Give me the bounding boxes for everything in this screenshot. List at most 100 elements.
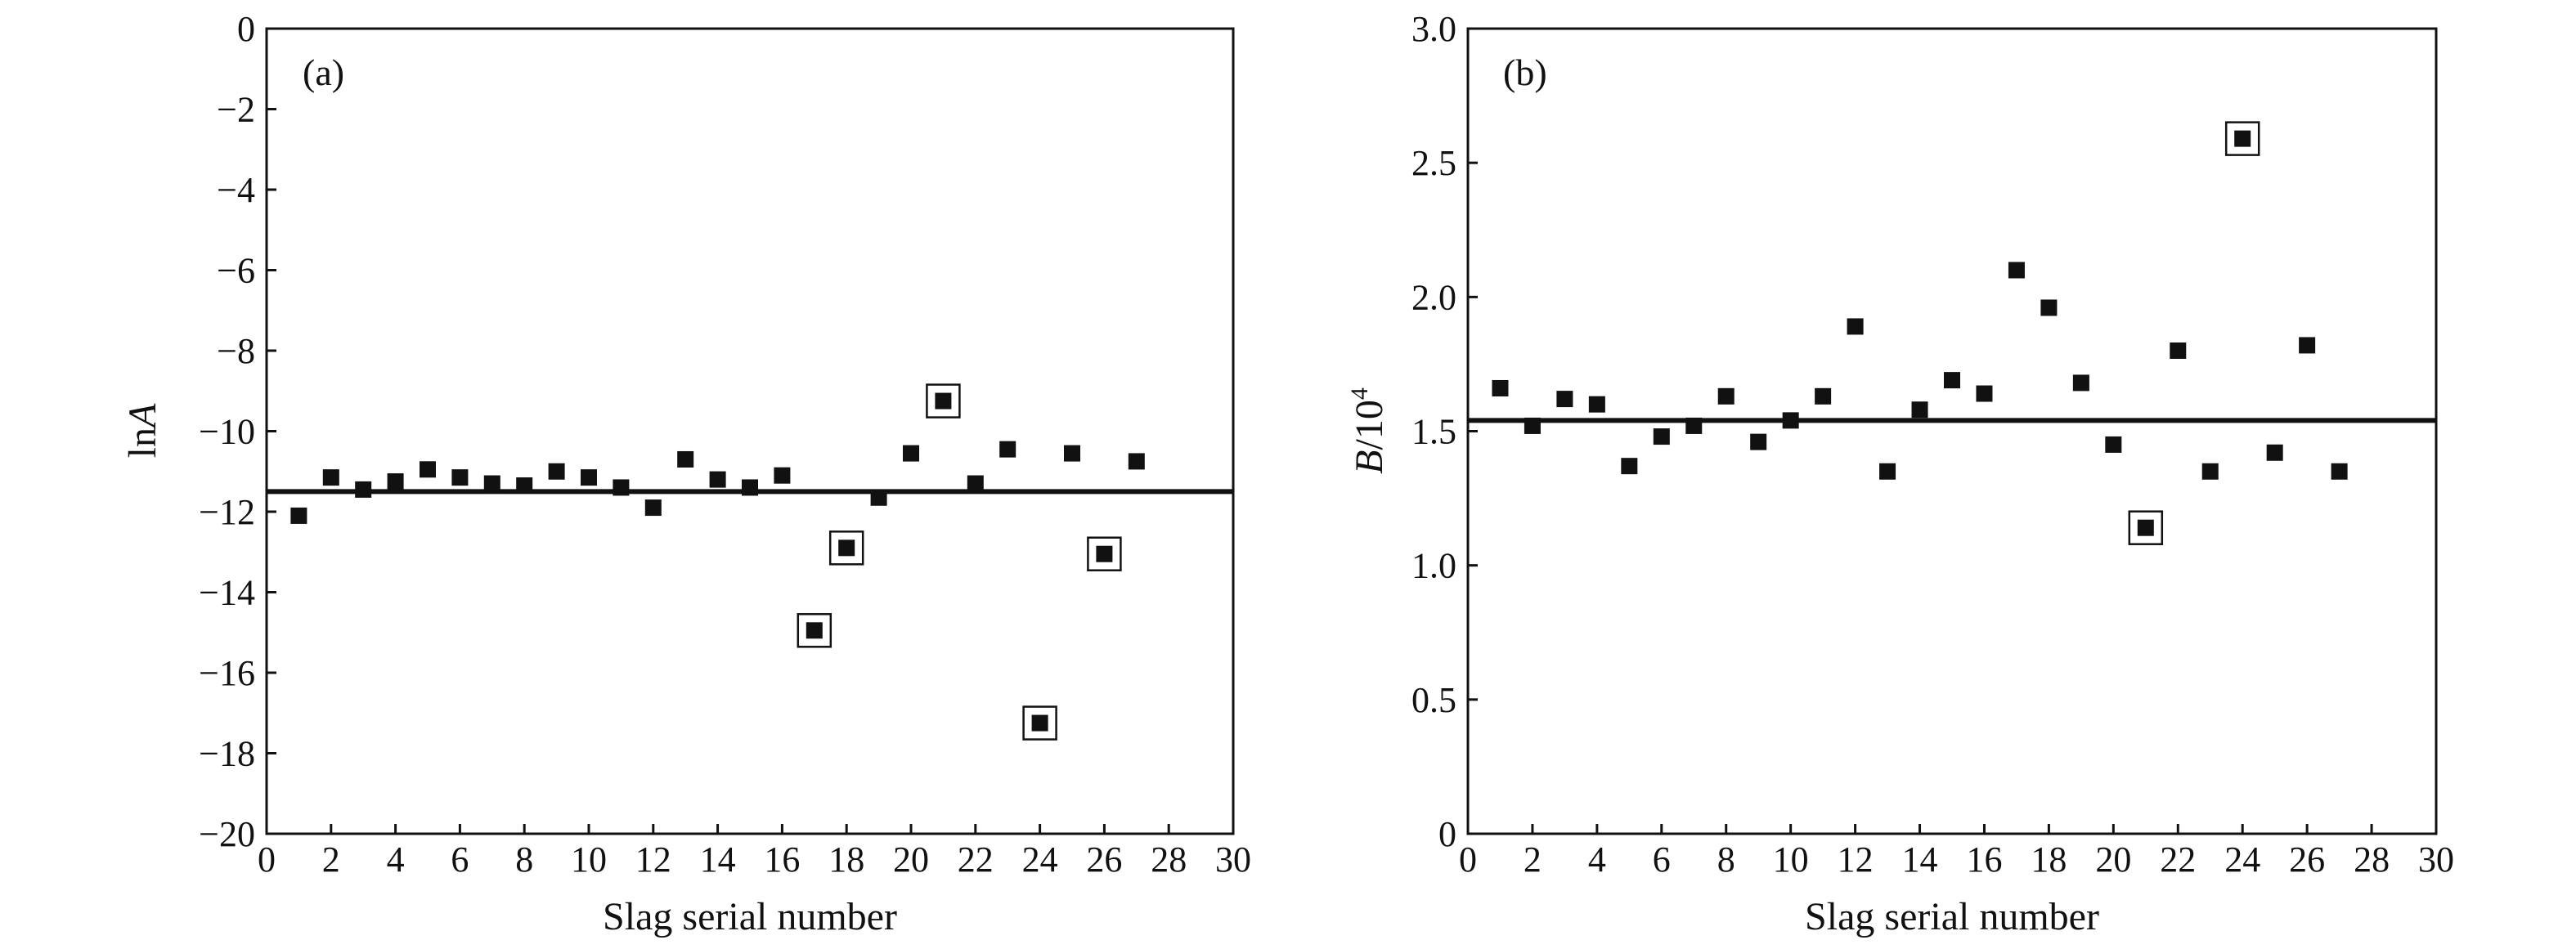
data-point-b <box>2137 519 2154 536</box>
x-axis-title-b: Slag serial number <box>1805 895 2099 938</box>
panel-label-a: (a) <box>303 51 344 93</box>
data-point-a <box>548 463 565 480</box>
data-point-a <box>935 392 952 410</box>
marks-a <box>267 383 1233 741</box>
data-point-a <box>774 467 791 484</box>
plot-frame-b <box>1466 27 2438 835</box>
y-tick-label-b: 2.0 <box>1411 277 1456 317</box>
data-point-a <box>1031 714 1048 732</box>
x-tick-label-a: 26 <box>1086 839 1122 880</box>
y-tick-label-a: −10 <box>199 412 255 452</box>
x-tick-label-b: 8 <box>1717 839 1735 880</box>
data-point-b <box>1944 372 1960 389</box>
data-point-a <box>355 481 372 498</box>
outlier-box-a <box>1022 705 1057 741</box>
data-point-a <box>677 450 694 468</box>
y-tick-label-b: 0.5 <box>1411 680 1456 720</box>
x-tick-label-a: 0 <box>258 839 276 880</box>
data-point-b <box>1750 433 1767 450</box>
data-point-a <box>1096 545 1113 562</box>
y-tick-label-a: −12 <box>199 492 255 532</box>
data-point-b <box>1653 428 1670 445</box>
y-tick-label-a: −6 <box>217 251 255 291</box>
x-tick-label-b: 24 <box>2224 839 2260 880</box>
data-point-a <box>806 622 823 639</box>
data-point-b <box>2105 436 2122 453</box>
y-tick-label-a: −14 <box>199 573 255 613</box>
x-tick-label-b: 0 <box>1459 839 1477 880</box>
chart-panel-a: (a) lnA Slag serial number 0 2 4 6 8 10 12 14 16… <box>121 9 1251 938</box>
data-point-b <box>1879 463 1896 480</box>
data-point-b <box>1847 318 1864 335</box>
x-tick-label-a: 18 <box>828 839 864 880</box>
x-tick-label-a: 30 <box>1215 839 1251 880</box>
data-point-a <box>451 469 469 486</box>
x-tick-label-a: 16 <box>764 839 800 880</box>
ticks-a: 0 2 4 6 8 10 12 14 16 18 20 22 24 26 28 300−2−4−6−8−10−… <box>199 9 1251 880</box>
x-tick-label-b: 16 <box>1966 839 2002 880</box>
data-point-b <box>2234 130 2251 147</box>
outlier-box-b <box>2224 121 2260 156</box>
data-point-b <box>2266 444 2283 461</box>
y-axis-title-b-italic: B <box>1348 450 1391 474</box>
x-tick-label-b: 2 <box>1524 839 1542 880</box>
x-tick-label-a: 8 <box>515 839 533 880</box>
data-point-a <box>1128 453 1145 470</box>
y-axis-title-a-italic: A <box>121 403 164 430</box>
data-point-b <box>1588 396 1605 413</box>
x-tick-label-b: 22 <box>2160 839 2196 880</box>
data-point-a <box>1064 445 1080 462</box>
panel-label-b: (b) <box>1503 51 1547 93</box>
x-axis-title-a: Slag serial number <box>603 895 897 938</box>
x-tick-label-a: 24 <box>1022 839 1058 880</box>
data-point-a <box>613 479 630 496</box>
data-point-b <box>2299 337 2316 354</box>
data-point-a <box>644 499 662 517</box>
data-point-a <box>999 441 1016 458</box>
x-tick-label-a: 2 <box>322 839 340 880</box>
plot-frame-a <box>265 27 1235 835</box>
x-tick-label-a: 28 <box>1151 839 1187 880</box>
marks-b <box>1468 121 2436 545</box>
y-axis-title-b-main: /10 <box>1348 400 1391 450</box>
x-tick-label-a: 4 <box>387 839 405 880</box>
chart-panel-b: (b) B/104 Slag serial number 0 2 4 6 8 10 12 14… <box>1346 9 2454 938</box>
data-point-b <box>1976 385 1993 402</box>
data-point-a <box>870 489 887 506</box>
outlier-box-a <box>797 613 832 648</box>
data-point-b <box>1815 387 1832 405</box>
data-point-b <box>1717 387 1735 405</box>
data-point-a <box>838 539 855 557</box>
outlier-box-a <box>926 383 961 419</box>
x-tick-label-b: 12 <box>1838 839 1874 880</box>
x-tick-label-b: 10 <box>1773 839 1809 880</box>
y-tick-label-b: 3.0 <box>1411 9 1456 49</box>
y-axis-title-b: B/104 <box>1346 387 1391 474</box>
y-tick-label-b: 0 <box>1438 814 1456 854</box>
y-axis-title-a-main: ln <box>121 427 164 458</box>
data-point-a <box>483 475 500 492</box>
x-tick-label-b: 20 <box>2095 839 2131 880</box>
data-point-b <box>2040 299 2058 316</box>
data-point-a <box>903 445 919 462</box>
x-tick-label-b: 4 <box>1588 839 1606 880</box>
x-tick-label-b: 6 <box>1653 839 1671 880</box>
x-tick-label-a: 22 <box>958 839 994 880</box>
data-point-b <box>1492 379 1509 396</box>
y-tick-label-a: −20 <box>199 814 255 854</box>
x-tick-label-a: 14 <box>700 839 736 880</box>
y-tick-label-a: −2 <box>217 90 255 130</box>
y-tick-label-a: 0 <box>237 9 255 49</box>
x-tick-label-b: 26 <box>2289 839 2325 880</box>
x-tick-label-b: 14 <box>1902 839 1938 880</box>
x-tick-label-a: 10 <box>571 839 607 880</box>
y-tick-label-a: −16 <box>199 653 255 693</box>
data-point-a <box>322 469 339 486</box>
data-point-a <box>290 507 307 524</box>
y-tick-label-b: 1.5 <box>1411 412 1456 452</box>
data-point-b <box>2331 463 2348 480</box>
x-tick-label-a: 20 <box>893 839 929 880</box>
data-point-b <box>1911 401 1928 419</box>
y-tick-label-a: −18 <box>199 734 255 774</box>
data-point-a <box>709 471 726 488</box>
